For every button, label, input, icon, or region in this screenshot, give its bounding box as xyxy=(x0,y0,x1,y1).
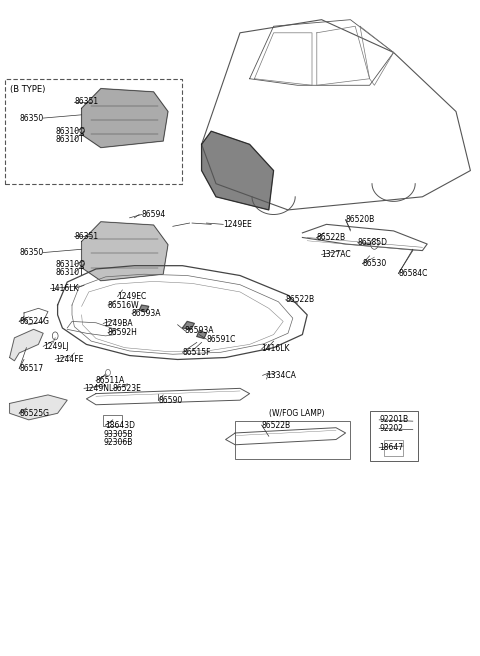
Polygon shape xyxy=(139,305,149,312)
Text: 1249NL: 1249NL xyxy=(84,384,113,393)
Bar xyxy=(103,415,122,426)
Text: 1244FE: 1244FE xyxy=(55,355,84,364)
Polygon shape xyxy=(82,222,168,281)
Text: 1249LJ: 1249LJ xyxy=(43,342,69,351)
Text: 1416LK: 1416LK xyxy=(50,284,79,293)
Text: 86522B: 86522B xyxy=(262,420,291,430)
Polygon shape xyxy=(197,331,206,338)
Polygon shape xyxy=(10,395,67,420)
Text: 86310Q: 86310Q xyxy=(55,127,85,136)
Text: 86594: 86594 xyxy=(142,210,166,219)
Text: 92202: 92202 xyxy=(379,424,403,433)
Text: 86593A: 86593A xyxy=(185,326,214,335)
Polygon shape xyxy=(202,131,274,210)
Text: 1327AC: 1327AC xyxy=(322,250,351,259)
Text: 86351: 86351 xyxy=(74,97,98,106)
Text: 86351: 86351 xyxy=(74,232,98,241)
Text: 86511A: 86511A xyxy=(96,376,125,385)
Text: 86515F: 86515F xyxy=(182,348,211,357)
Text: 1416LK: 1416LK xyxy=(262,344,290,354)
Text: 86350: 86350 xyxy=(19,248,44,257)
Bar xyxy=(370,411,418,461)
Text: 86584C: 86584C xyxy=(398,269,428,278)
Text: 86310Q: 86310Q xyxy=(55,260,85,269)
Text: 86592H: 86592H xyxy=(108,328,138,337)
Polygon shape xyxy=(10,329,43,361)
Text: 18647: 18647 xyxy=(379,443,403,452)
Polygon shape xyxy=(182,321,194,329)
Text: (W/FOG LAMP): (W/FOG LAMP) xyxy=(269,409,324,418)
Polygon shape xyxy=(82,89,168,148)
Text: 86585D: 86585D xyxy=(358,238,388,247)
Text: 86310T: 86310T xyxy=(55,135,84,144)
Text: 1249EC: 1249EC xyxy=(118,292,147,301)
Text: 86593A: 86593A xyxy=(132,309,161,318)
Text: 1249BA: 1249BA xyxy=(103,319,133,328)
Text: 1249EE: 1249EE xyxy=(223,220,252,229)
Text: 86530: 86530 xyxy=(362,259,387,268)
Text: 18643D: 18643D xyxy=(106,420,135,430)
Text: 86525G: 86525G xyxy=(19,409,49,418)
Text: 1334CA: 1334CA xyxy=(266,371,296,380)
Text: 86517: 86517 xyxy=(19,364,43,373)
Text: 86522B: 86522B xyxy=(286,295,315,304)
Text: 86590: 86590 xyxy=(158,396,183,405)
Text: 92306B: 92306B xyxy=(103,438,132,447)
Text: 86310T: 86310T xyxy=(55,268,84,277)
Text: 86516W: 86516W xyxy=(108,300,140,310)
Text: 86350: 86350 xyxy=(19,113,44,123)
Text: (B TYPE): (B TYPE) xyxy=(10,85,45,94)
Text: 86523E: 86523E xyxy=(113,384,142,393)
Text: 93305B: 93305B xyxy=(103,430,132,439)
Text: 86520B: 86520B xyxy=(346,215,375,224)
Text: 92201B: 92201B xyxy=(379,415,408,424)
Text: 86522B: 86522B xyxy=(317,233,346,242)
Bar xyxy=(384,440,403,456)
Text: 86591C: 86591C xyxy=(206,335,236,344)
Text: 86524G: 86524G xyxy=(19,317,49,326)
